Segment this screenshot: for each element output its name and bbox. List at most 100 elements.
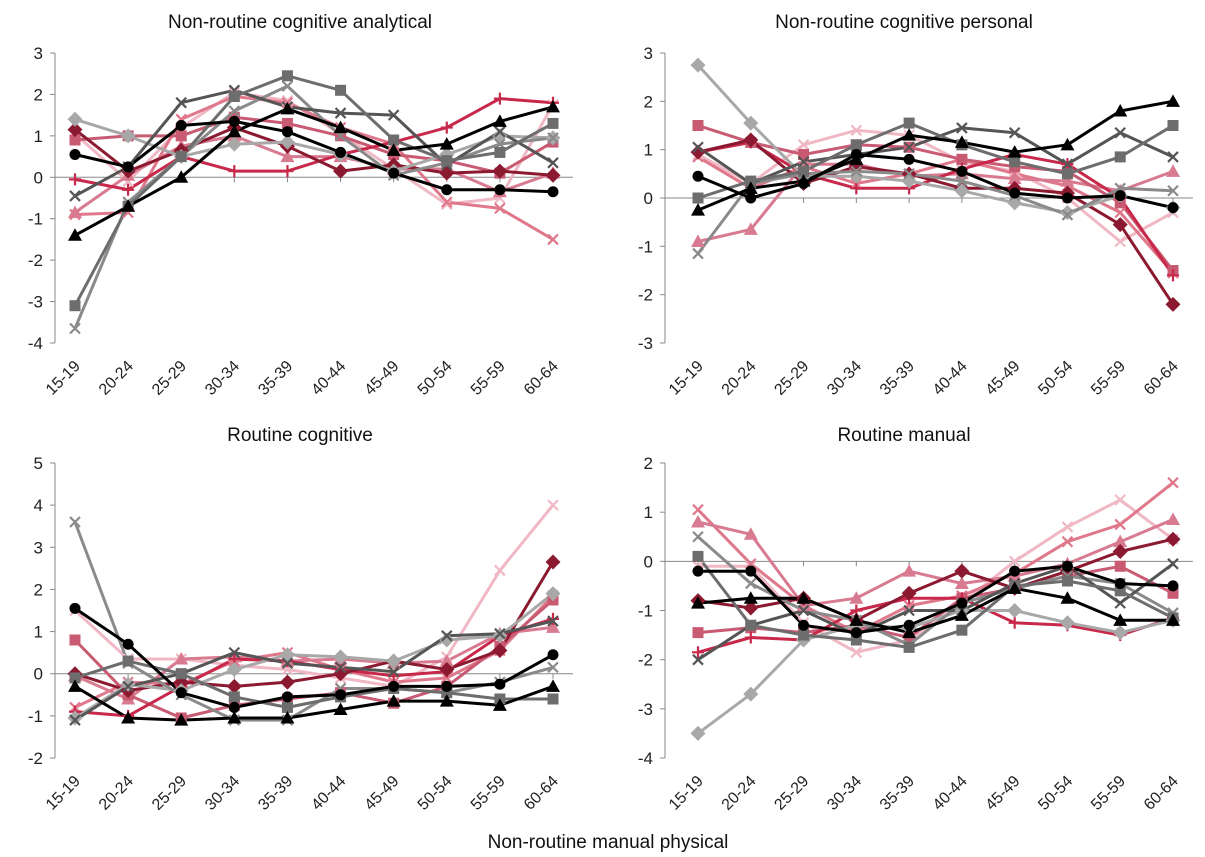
y-tick-label: 2	[644, 92, 653, 111]
data-point	[692, 192, 704, 204]
data-point	[1113, 104, 1128, 117]
data-point	[280, 149, 295, 163]
data-point	[333, 163, 349, 179]
data-point	[492, 163, 508, 179]
data-point	[1114, 577, 1126, 589]
series-line	[74, 95, 554, 241]
data-point	[441, 196, 453, 208]
x-tick-label: 60-64	[1141, 773, 1182, 814]
series-line	[697, 537, 1174, 622]
x-tick-label: 35-39	[255, 358, 296, 399]
chart-title: Non-routine cognitive personal	[775, 12, 1033, 33]
data-point	[1114, 585, 1126, 597]
chart-title: Routine manual	[837, 425, 970, 446]
data-point	[175, 120, 187, 131]
data-point	[69, 173, 81, 186]
data-point	[850, 149, 862, 160]
data-point	[903, 604, 915, 617]
data-point	[1166, 613, 1180, 626]
series-line	[74, 607, 554, 709]
data-point	[228, 646, 241, 659]
data-point	[439, 632, 455, 648]
data-point	[1166, 512, 1180, 526]
data-point	[333, 702, 348, 716]
data-point	[956, 597, 968, 609]
data-point	[1060, 174, 1075, 187]
data-point	[388, 134, 400, 146]
data-point	[494, 678, 506, 690]
data-point	[902, 625, 917, 639]
data-point	[388, 167, 400, 179]
data-point	[281, 70, 293, 82]
y-tick-label: -3	[638, 700, 653, 719]
series-line	[697, 596, 1174, 654]
data-point	[797, 139, 810, 151]
data-point	[68, 679, 82, 692]
series-line	[73, 504, 555, 688]
x-tick-label: 40-44	[930, 773, 971, 814]
data-point	[1112, 544, 1128, 559]
data-point	[1114, 597, 1126, 609]
chart-panel-2: Non-routine cognitive personal -3 -2 -1 0 1 2 3…	[638, 12, 1193, 399]
data-point	[228, 691, 240, 703]
data-point	[492, 114, 507, 127]
data-point	[1166, 94, 1180, 107]
data-point	[547, 693, 559, 705]
y-tick-label: -4	[28, 334, 43, 353]
data-point	[1061, 575, 1073, 587]
data-point	[1166, 164, 1180, 177]
data-point	[743, 591, 758, 604]
data-point	[692, 530, 704, 543]
series-line	[696, 481, 1174, 635]
data-point	[494, 627, 506, 640]
data-point	[692, 646, 704, 659]
data-point	[1167, 269, 1179, 282]
data-point	[69, 134, 81, 146]
data-point	[1061, 560, 1073, 572]
data-point	[333, 649, 349, 665]
data-point	[901, 585, 917, 601]
data-point	[279, 134, 295, 150]
data-point	[545, 554, 561, 570]
data-point	[387, 109, 400, 121]
data-point	[1007, 145, 1022, 158]
x-tick-label: 20-24	[719, 773, 760, 814]
data-point	[850, 139, 862, 151]
x-tick-label: 50-54	[415, 358, 456, 399]
data-point	[386, 653, 402, 669]
series-line	[74, 119, 554, 194]
x-tick-label: 20-24	[96, 358, 137, 399]
x-tick-label: 30-34	[824, 773, 865, 814]
data-point	[745, 175, 757, 187]
y-tick-label: -1	[638, 237, 653, 256]
series-line	[74, 105, 554, 237]
data-point	[1007, 171, 1022, 185]
data-point	[335, 689, 347, 701]
data-point	[954, 183, 970, 199]
data-point	[387, 665, 400, 678]
data-point	[547, 233, 559, 246]
data-point	[547, 661, 559, 674]
y-tick-label: 2	[34, 580, 43, 599]
x-tick-label: 15-19	[43, 773, 84, 814]
data-point	[743, 527, 758, 540]
y-tick-label: -3	[28, 293, 43, 312]
series-line	[697, 609, 1174, 735]
x-tick-label: 25-29	[771, 773, 812, 814]
series-line	[697, 128, 1174, 243]
data-point	[69, 149, 81, 160]
data-point	[1114, 151, 1126, 163]
data-point	[690, 725, 706, 741]
data-point	[440, 121, 453, 134]
y-tick-label: -2	[638, 286, 653, 305]
data-point	[954, 608, 969, 621]
data-point	[228, 165, 241, 178]
data-point	[441, 630, 453, 642]
series-line	[697, 99, 1174, 212]
data-point	[386, 694, 401, 707]
data-point	[903, 153, 915, 165]
data-point	[441, 687, 453, 699]
x-tick-label: 40-44	[308, 773, 349, 814]
x-tick-label: 15-19	[43, 358, 84, 399]
data-point	[67, 111, 83, 127]
